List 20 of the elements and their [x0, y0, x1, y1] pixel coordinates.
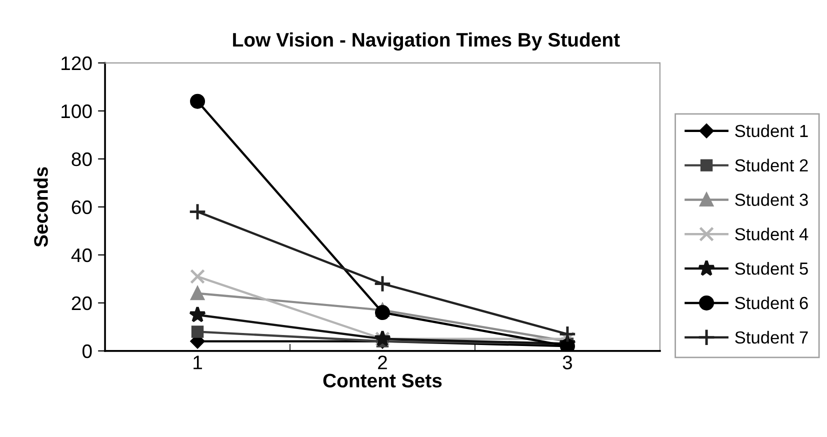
y-tick-label: 60 — [72, 200, 92, 214]
legend-label: Student 1 — [735, 124, 808, 138]
y-tick-label: 20 — [72, 296, 92, 310]
x-tick-label: 3 — [562, 356, 572, 370]
y-axis-title: Seconds — [34, 167, 48, 247]
chart-title: Low Vision - Navigation Times By Student — [233, 32, 620, 51]
legend-label: Student 4 — [735, 228, 808, 240]
y-tick-label: 40 — [71, 248, 92, 262]
legend-label: Student 5 — [735, 262, 808, 275]
y-tick-label: 0 — [82, 344, 92, 358]
y-tick-label: 100 — [62, 104, 92, 118]
legend-label: Student 3 — [735, 193, 808, 206]
y-tick-label: 80 — [72, 152, 92, 166]
x-axis-title: Content Sets — [323, 374, 442, 388]
x-tick-label: 2 — [378, 356, 387, 370]
legend-label: Student 2 — [735, 158, 808, 172]
legend-label: Student 6 — [735, 296, 808, 310]
legend-label: Student 7 — [735, 330, 808, 344]
y-tick-label: 120 — [62, 56, 92, 70]
x-tick-label: 1 — [194, 356, 202, 370]
